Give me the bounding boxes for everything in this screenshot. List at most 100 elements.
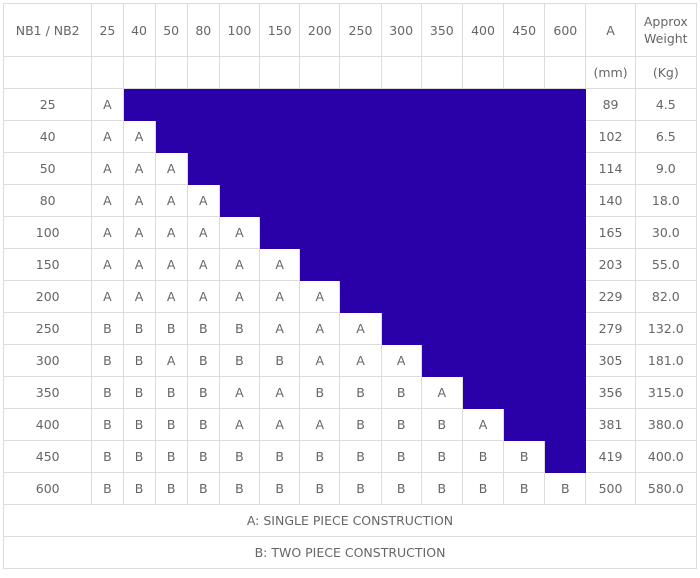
construction-code-cell: A (339, 312, 382, 345)
construction-code-cell: A (91, 216, 124, 249)
construction-code-cell: A (299, 280, 341, 313)
construction-code-cell: B (154, 440, 188, 473)
not-applicable-cell (259, 120, 301, 153)
construction-code-cell: B (154, 376, 188, 409)
construction-code-cell: A (218, 376, 261, 409)
construction-code-cell: A (154, 184, 188, 217)
construction-code-cell: A (299, 344, 341, 377)
nb2-header: 25 (91, 3, 124, 57)
construction-code-cell: A (299, 408, 341, 441)
empty-cell (503, 56, 546, 89)
not-applicable-cell (154, 120, 188, 153)
construction-code-cell: B (380, 376, 422, 409)
construction-code-cell: A (218, 216, 261, 249)
construction-code-cell: A (91, 184, 124, 217)
nb1-cell: 100 (2, 216, 93, 249)
nb2-header: 100 (218, 3, 261, 57)
not-applicable-cell (186, 120, 220, 153)
nb1-cell: 300 (2, 344, 93, 377)
not-applicable-cell (186, 88, 220, 121)
construction-code-cell: A (122, 184, 156, 217)
construction-code-cell: B (186, 440, 220, 473)
not-applicable-cell (503, 216, 546, 249)
table-row: 350 B B B B A A B B B A 356 315.0 (2, 376, 698, 409)
a-value-cell: 140 (585, 184, 636, 217)
empty-cell (380, 56, 422, 89)
not-applicable-cell (154, 88, 188, 121)
empty-cell (186, 56, 220, 89)
construction-code-cell: A (186, 248, 220, 281)
weight-value-cell: 400.0 (634, 440, 698, 473)
not-applicable-cell (380, 152, 422, 185)
a-value-cell: 381 (585, 408, 636, 441)
not-applicable-cell (299, 248, 341, 281)
construction-code-cell: A (218, 248, 261, 281)
construction-code-cell: B (122, 472, 156, 505)
nb1-cell: 25 (2, 88, 93, 121)
not-applicable-cell (503, 88, 546, 121)
construction-code-cell: A (380, 344, 422, 377)
not-applicable-cell (259, 88, 301, 121)
construction-code-cell: B (461, 440, 505, 473)
empty-cell (461, 56, 505, 89)
construction-code-cell: B (380, 440, 422, 473)
not-applicable-cell (420, 344, 463, 377)
table-row: 400 B B B B A A A B B B A 381 380.0 (2, 408, 698, 441)
table-row: 150 A A A A A A 203 55.0 (2, 248, 698, 281)
weight-value-cell: 380.0 (634, 408, 698, 441)
construction-code-cell: B (154, 472, 188, 505)
nb1-cell: 350 (2, 376, 93, 409)
not-applicable-cell (339, 216, 382, 249)
nb1-cell: 50 (2, 152, 93, 185)
not-applicable-cell (544, 88, 587, 121)
construction-code-cell: B (154, 408, 188, 441)
construction-code-cell: B (186, 408, 220, 441)
construction-code-cell: A (218, 408, 261, 441)
construction-code-cell: A (186, 184, 220, 217)
a-value-cell: 102 (585, 120, 636, 153)
construction-code-cell: A (154, 280, 188, 313)
construction-note-a: A: SINGLE PIECE CONSTRUCTION (3, 504, 697, 537)
not-applicable-cell (420, 88, 463, 121)
table-row: 600 B B B B B B B B B B B B B 500 580.0 (2, 472, 698, 505)
construction-code-cell: A (420, 376, 463, 409)
not-applicable-cell (218, 120, 261, 153)
construction-code-cell: B (339, 376, 382, 409)
nb2-header: 350 (420, 3, 463, 57)
construction-code-cell: B (218, 344, 261, 377)
construction-code-cell: B (461, 472, 505, 505)
not-applicable-cell (503, 344, 546, 377)
nb2-header: 40 (122, 3, 156, 57)
table-row: 50 A A A 114 9.0 (2, 152, 698, 185)
not-applicable-cell (420, 312, 463, 345)
not-applicable-cell (299, 216, 341, 249)
empty-cell (339, 56, 382, 89)
nb2-header: 50 (154, 3, 188, 57)
a-value-cell: 356 (585, 376, 636, 409)
construction-code-cell: B (122, 408, 156, 441)
construction-code-cell: A (186, 280, 220, 313)
a-value-cell: 419 (585, 440, 636, 473)
construction-code-cell: B (299, 472, 341, 505)
construction-code-cell: B (91, 376, 124, 409)
weight-value-cell: 315.0 (634, 376, 698, 409)
not-applicable-cell (503, 152, 546, 185)
construction-code-cell: A (259, 312, 301, 345)
construction-code-cell: B (91, 440, 124, 473)
weight-header: Approx Weight (634, 3, 698, 57)
table-row: 25 A 89 4.5 (2, 88, 698, 121)
construction-code-cell: A (122, 216, 156, 249)
not-applicable-cell (186, 152, 220, 185)
not-applicable-cell (461, 376, 505, 409)
construction-code-cell: B (186, 312, 220, 345)
not-applicable-cell (420, 120, 463, 153)
construction-note-b: B: TWO PIECE CONSTRUCTION (3, 536, 697, 569)
construction-code-cell: A (91, 280, 124, 313)
empty-cell (299, 56, 341, 89)
construction-code-cell: B (503, 440, 546, 473)
not-applicable-cell (544, 248, 587, 281)
weight-value-cell: 6.5 (634, 120, 698, 153)
construction-code-cell: B (122, 344, 156, 377)
not-applicable-cell (461, 344, 505, 377)
construction-code-cell: A (154, 248, 188, 281)
